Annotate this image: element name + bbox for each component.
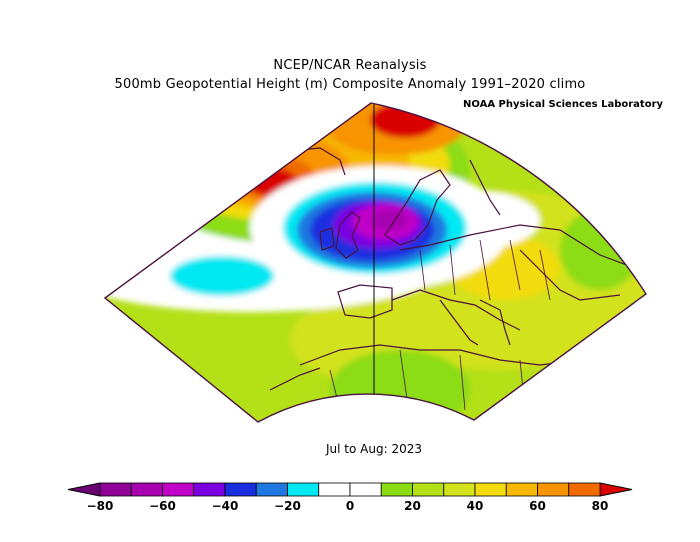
colorbar-bin xyxy=(505,482,538,497)
colorbar-bin xyxy=(537,482,570,497)
colorbar-tick-label: −40 xyxy=(212,499,239,513)
colorbar-bin xyxy=(318,482,351,497)
colorbar-tick-label: −20 xyxy=(274,499,301,513)
map-frame xyxy=(103,102,647,423)
colorbar-bin xyxy=(412,482,445,497)
colorbar-bin xyxy=(255,482,288,497)
colorbar-tick-label: 80 xyxy=(592,499,609,513)
colorbar-bin xyxy=(162,482,195,497)
colorbar-tick-label: 60 xyxy=(529,499,546,513)
colorbar-bin xyxy=(287,482,320,497)
map-title: NCEP/NCAR Reanalysis xyxy=(273,58,427,73)
colorbar-bin xyxy=(568,482,601,497)
colorbar-tick-label: −80 xyxy=(87,499,114,513)
colorbar-bin xyxy=(224,482,257,497)
credit-label: NOAA Physical Sciences Laboratory xyxy=(463,99,664,110)
colorbar-tick-label: −60 xyxy=(149,499,176,513)
colorbar-bin xyxy=(349,482,382,497)
colorbar-bin xyxy=(99,482,132,497)
anomaly-field xyxy=(105,103,646,422)
time-period-label: Jul to Aug: 2023 xyxy=(326,442,422,456)
colorbar-bin xyxy=(380,482,413,497)
coastlines xyxy=(269,147,641,391)
colorbar: −80 −60 −40 −20 0 20 40 60 80 xyxy=(67,482,633,513)
colorbar-bin xyxy=(130,482,163,497)
colorbar-tick-label: 40 xyxy=(467,499,484,513)
colorbar-arrow-low xyxy=(67,482,101,497)
colorbar-tick-label: 0 xyxy=(346,499,354,513)
colorbar-bin xyxy=(443,482,476,497)
colorbar-arrow-high xyxy=(599,482,633,497)
colorbar-tick-label: 20 xyxy=(404,499,421,513)
colorbar-bin xyxy=(474,482,507,497)
map-subtitle: 500mb Geopotential Height (m) Composite … xyxy=(114,77,586,92)
colorbar-bin xyxy=(193,482,226,497)
